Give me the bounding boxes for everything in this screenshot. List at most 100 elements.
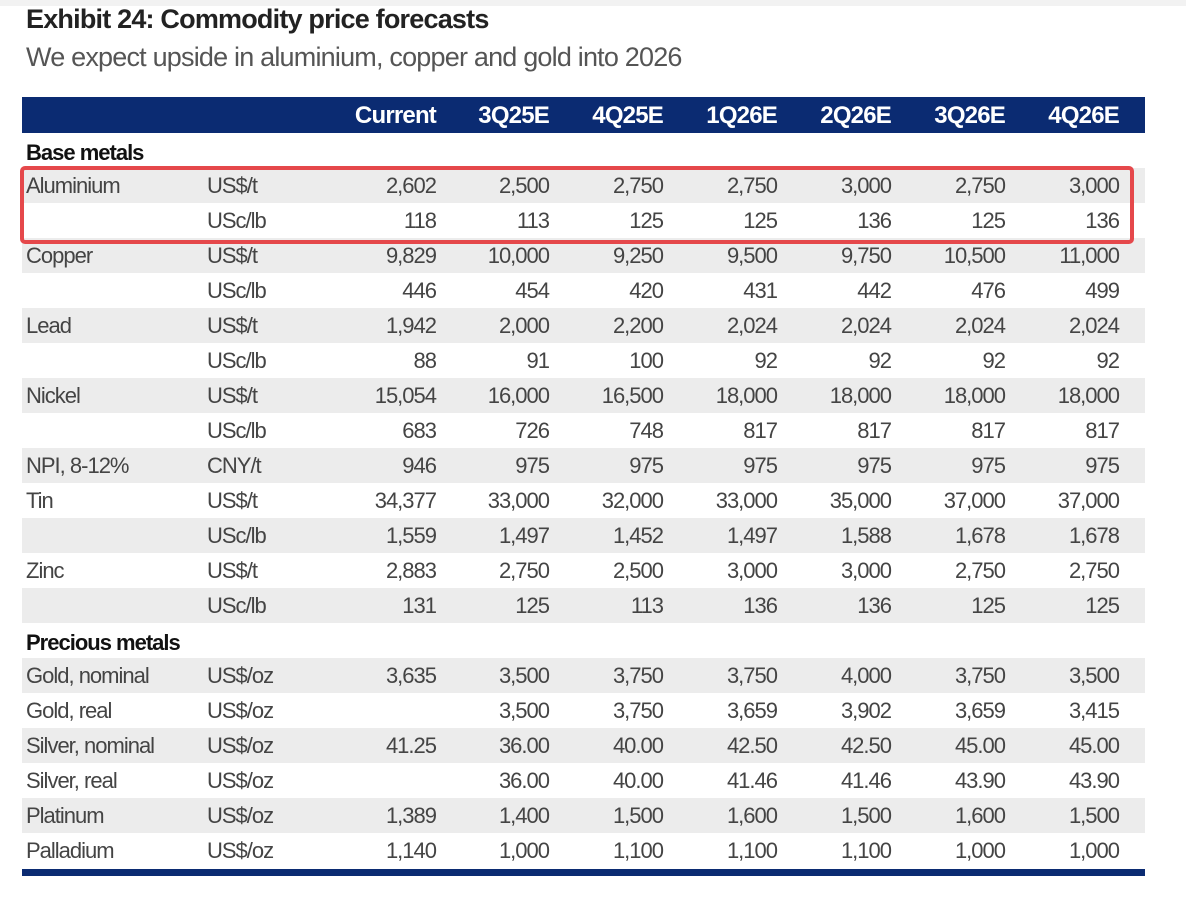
- value-cell: 41.25: [385, 733, 437, 758]
- value-cell: 125: [629, 208, 664, 233]
- unit: US$/t: [207, 243, 258, 268]
- section-label: Precious metals: [26, 630, 181, 655]
- value-cell: 3,000: [840, 558, 892, 583]
- value-cell: 10,000: [487, 243, 550, 268]
- highlight-box-aluminium: [20, 166, 1134, 244]
- value-cell: 2,750: [498, 558, 550, 583]
- unit: US$/t: [207, 173, 258, 198]
- value-cell: 113: [630, 593, 664, 618]
- value-cell: 92: [868, 348, 892, 373]
- value-cell: 125: [971, 593, 1006, 618]
- unit: US$/t: [207, 383, 258, 408]
- value-cell: 3,500: [1068, 663, 1120, 688]
- unit: US$/oz: [207, 768, 274, 793]
- value-cell: 2,750: [612, 173, 664, 198]
- value-cell: 9,500: [726, 243, 778, 268]
- value-cell: 1,497: [726, 523, 778, 548]
- value-cell: 2,024: [840, 313, 892, 338]
- value-cell: 32,000: [601, 488, 664, 513]
- table-row: USc/lb 446 454 420 431 442 476 499: [22, 273, 1145, 308]
- value-cell: 975: [971, 453, 1006, 478]
- value-cell: 92: [1096, 348, 1120, 373]
- value-cell: 2,024: [954, 313, 1006, 338]
- commodity-name: Lead: [26, 313, 72, 338]
- column-header: 2Q26E: [820, 102, 892, 129]
- value-cell: 1,497: [498, 523, 550, 548]
- value-cell: 1,452: [612, 523, 664, 548]
- value-cell: 136: [857, 593, 892, 618]
- unit: USc/lb: [207, 208, 267, 233]
- unit: US$/oz: [207, 663, 274, 688]
- value-cell: 975: [1085, 453, 1120, 478]
- value-cell: 41.46: [840, 768, 892, 793]
- value-cell: 18,000: [829, 383, 892, 408]
- value-cell: 3,635: [385, 663, 437, 688]
- value-cell: 2,500: [498, 173, 550, 198]
- value-cell: 33,000: [487, 488, 550, 513]
- table-row: Gold, nominal US$/oz 3,635 3,500 3,750 3,750 4…: [22, 658, 1145, 693]
- value-cell: 9,250: [612, 243, 664, 268]
- value-cell: 2,024: [726, 313, 778, 338]
- value-cell: 1,140: [385, 838, 437, 863]
- table-row: Aluminium US$/t 2,602 2,500 2,750 2,750 3,000 2…: [22, 168, 1145, 203]
- value-cell: 125: [971, 208, 1006, 233]
- value-cell: 1,100: [726, 838, 778, 863]
- value-cell: 1,100: [612, 838, 664, 863]
- value-cell: 2,024: [1068, 313, 1120, 338]
- value-cell: 37,000: [1057, 488, 1120, 513]
- value-cell: 37,000: [943, 488, 1006, 513]
- column-header: 3Q26E: [934, 102, 1006, 129]
- value-cell: 446: [402, 278, 437, 303]
- value-cell: 817: [743, 418, 778, 443]
- value-cell: 3,500: [498, 663, 550, 688]
- table-row: Silver, real US$/oz 36.00 40.00 41.46 41.46 43…: [22, 763, 1145, 798]
- value-cell: 3,902: [840, 698, 892, 723]
- value-cell: 4,000: [840, 663, 892, 688]
- value-cell: 1,559: [385, 523, 437, 548]
- table-row: Silver, nominal US$/oz 41.25 36.00 40.00 42.5…: [22, 728, 1145, 763]
- unit: US$/oz: [207, 698, 274, 723]
- value-cell: 131: [402, 593, 437, 618]
- value-cell: 100: [629, 348, 664, 373]
- value-cell: 36.00: [498, 733, 550, 758]
- value-cell: 1,678: [954, 523, 1006, 548]
- value-cell: 1,500: [840, 803, 892, 828]
- value-cell: 88: [413, 348, 437, 373]
- value-cell: 16,500: [601, 383, 664, 408]
- value-cell: 748: [629, 418, 664, 443]
- value-cell: 3,000: [840, 173, 892, 198]
- value-cell: 35,000: [829, 488, 892, 513]
- unit: USc/lb: [207, 418, 267, 443]
- value-cell: 136: [743, 593, 778, 618]
- value-cell: 1,400: [498, 803, 550, 828]
- value-cell: 11,000: [1059, 243, 1120, 268]
- value-cell: 476: [971, 278, 1006, 303]
- commodity-name: Gold, nominal: [26, 663, 150, 688]
- column-header: 4Q25E: [592, 102, 664, 129]
- value-cell: 33,000: [715, 488, 778, 513]
- section-heading: Base metals: [22, 133, 1145, 168]
- value-cell: 118: [403, 208, 437, 233]
- value-cell: 975: [515, 453, 550, 478]
- value-cell: 3,750: [612, 698, 664, 723]
- commodity-name: Gold, real: [26, 698, 112, 723]
- commodity-name: Tin: [26, 488, 54, 513]
- value-cell: 2,200: [612, 313, 664, 338]
- value-cell: 2,500: [612, 558, 664, 583]
- commodity-name: NPI, 8-12%: [26, 453, 129, 478]
- value-cell: 1,600: [954, 803, 1006, 828]
- value-cell: 92: [982, 348, 1006, 373]
- section-label: Base metals: [26, 140, 144, 165]
- section-heading: Precious metals: [22, 623, 1145, 658]
- value-cell: 36.00: [498, 768, 550, 793]
- value-cell: 136: [857, 208, 892, 233]
- value-cell: 9,829: [385, 243, 437, 268]
- value-cell: 817: [857, 418, 892, 443]
- value-cell: 18,000: [943, 383, 1006, 408]
- value-cell: 1,600: [726, 803, 778, 828]
- value-cell: 1,000: [498, 838, 550, 863]
- unit: USc/lb: [207, 593, 267, 618]
- unit: USc/lb: [207, 278, 267, 303]
- commodity-name: Copper: [26, 243, 93, 268]
- value-cell: 1,678: [1068, 523, 1120, 548]
